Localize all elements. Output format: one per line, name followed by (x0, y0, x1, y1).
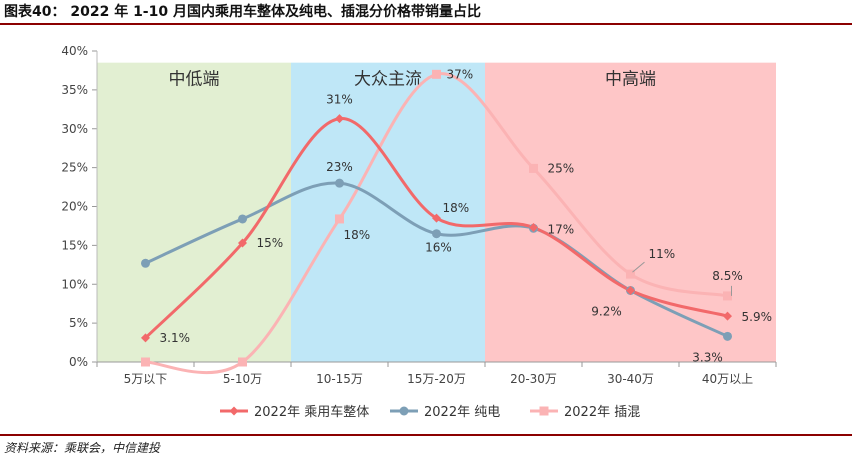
legend-marker-0 (229, 406, 239, 416)
figure-title: 图表40： 2022 年 1-10 月国内乘用车整体及纯电、插混分价格带销量占比 (4, 4, 481, 20)
data-label-s2-6: 8.5% (712, 269, 743, 283)
data-label-s0-6: 5.9% (742, 310, 773, 324)
data-label-s0-5: 9.2% (591, 304, 622, 318)
band-label-2: 中高端 (605, 70, 656, 90)
data-label-s2-3: 37% (447, 67, 474, 81)
y-tick-label-8: 40% (61, 44, 88, 58)
point-s0-0 (141, 333, 150, 343)
y-tick-label-5: 25% (61, 161, 88, 175)
x-tick-label-5: 30-40万 (607, 372, 654, 386)
data-label-s2-5: 11% (649, 247, 676, 261)
data-label-s1-2: 23% (326, 160, 353, 174)
point-s2-4 (529, 163, 538, 173)
y-tick-label-7: 35% (61, 83, 88, 97)
y-tick-label-1: 5% (69, 316, 88, 330)
point-s1-3 (432, 229, 441, 239)
band-0 (97, 62, 291, 362)
chart: 中低端 大众主流 中高端 0% 5% 10% 15% 20% 25% 30% 35% 40% 5万以… (61, 44, 777, 420)
source-note: 资料来源：乘联会，中信建投 (4, 441, 161, 455)
data-label-s2-2: 18% (344, 228, 371, 242)
data-label-s1-3: 16% (425, 241, 452, 255)
legend-marker-1 (399, 406, 409, 416)
band-2 (485, 62, 776, 362)
band-label-0: 中低端 (169, 70, 220, 90)
legend-label-1: 2022年 纯电 (424, 405, 500, 420)
data-label-s0-0: 3.1% (160, 331, 191, 345)
band-1 (291, 62, 485, 362)
y-tick-label-6: 30% (61, 122, 88, 136)
point-s0-3 (432, 213, 441, 223)
source-rule (0, 434, 852, 436)
point-s2-5 (626, 269, 635, 279)
band-label-1: 大众主流 (354, 70, 422, 90)
point-s0-5 (626, 285, 635, 295)
point-s2-6 (723, 291, 732, 301)
legend-label-2: 2022年 插混 (564, 405, 640, 420)
y-tick-label-3: 15% (61, 238, 88, 252)
point-s2-3 (432, 69, 441, 79)
point-s2-0 (141, 357, 150, 367)
x-tick-label-6: 40万以上 (702, 372, 753, 386)
title-rule (0, 23, 852, 25)
x-tick-label-1: 5-10万 (223, 372, 262, 386)
data-label-s0-3: 18% (443, 201, 470, 215)
point-s1-0 (141, 258, 150, 268)
point-s0-4 (529, 222, 538, 232)
x-tick-label-0: 5万以下 (124, 372, 168, 386)
x-tick-label-4: 20-30万 (510, 372, 557, 386)
point-s2-2 (335, 214, 344, 224)
point-s0-2 (335, 114, 344, 124)
point-s1-6 (723, 331, 732, 341)
point-s2-1 (238, 357, 247, 367)
y-tick-label-4: 20% (61, 200, 88, 214)
data-label-s1-4: 17% (548, 222, 575, 236)
data-label-s0-2: 31% (326, 93, 353, 107)
y-tick-label-2: 10% (61, 277, 88, 291)
data-label-s2-4: 25% (548, 161, 575, 175)
x-tick-label-3: 15万-20万 (407, 372, 466, 386)
point-s0-1 (238, 238, 247, 248)
leader-11 (632, 261, 645, 273)
point-s0-6 (723, 311, 732, 321)
y-tick-label-0: 0% (69, 355, 88, 369)
x-tick-label-2: 10-15万 (316, 372, 363, 386)
legend-label-0: 2022年 乘用车整体 (254, 404, 369, 420)
data-label-s1-6: 3.3% (692, 350, 723, 364)
point-s1-1 (238, 214, 247, 224)
point-s1-2 (335, 178, 344, 188)
legend-marker-2 (539, 406, 549, 416)
data-label-s0-1: 15% (257, 236, 284, 250)
